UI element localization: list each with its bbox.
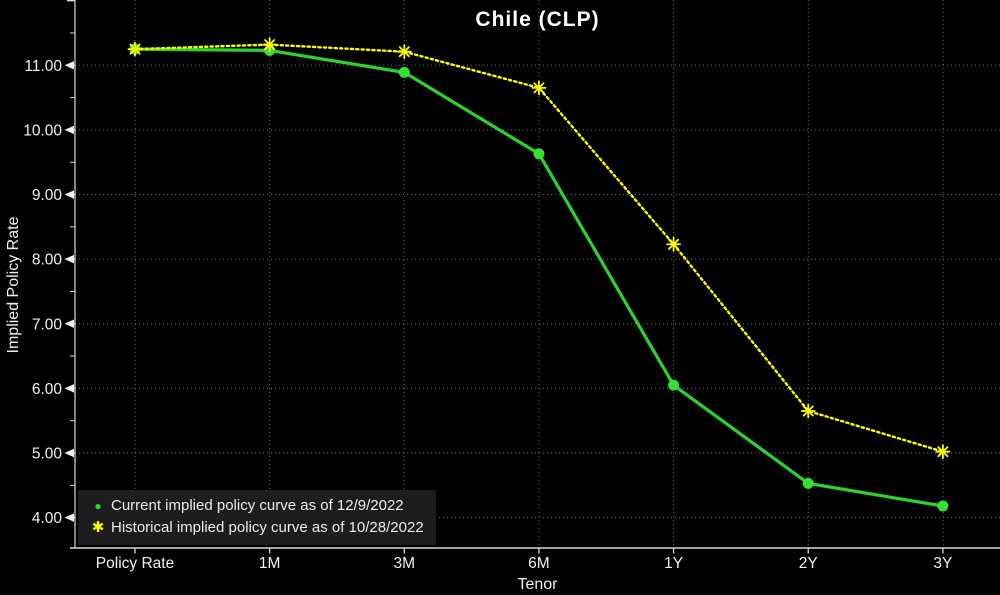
y-tick-label: 8.00 bbox=[32, 252, 63, 269]
data-point-current bbox=[668, 379, 680, 391]
legend-label-historical: Historical implied policy curve as of 10… bbox=[111, 519, 424, 536]
data-point-historical-center bbox=[671, 242, 676, 247]
data-point-current bbox=[398, 66, 410, 78]
green-dot-icon: ● bbox=[94, 499, 102, 513]
y-tick-arrow-icon bbox=[64, 61, 74, 70]
y-tick-arrow-icon bbox=[64, 448, 74, 458]
data-point-historical-center bbox=[806, 409, 811, 413]
y-tick-arrow-icon bbox=[64, 384, 74, 393]
chart-title: Chile (CLP) bbox=[475, 8, 600, 31]
data-point-historical-center bbox=[537, 86, 541, 90]
legend-item-historical: ✱ Historical implied policy curve as of … bbox=[88, 517, 424, 539]
x-category-label: 1Y bbox=[664, 555, 683, 572]
y-tick-label: 4.00 bbox=[32, 510, 63, 527]
y-tick-arrow-icon bbox=[64, 513, 74, 522]
x-axis-title: Tenor bbox=[517, 576, 558, 593]
x-category-label: 6M bbox=[528, 555, 550, 572]
y-tick-label: 6.00 bbox=[32, 381, 63, 398]
data-point-historical-center bbox=[267, 42, 272, 47]
y-tick-label: 10.00 bbox=[23, 122, 62, 139]
y-tick-label: 11.00 bbox=[24, 58, 62, 75]
x-category-label: 1M bbox=[259, 555, 281, 572]
data-point-current bbox=[533, 148, 545, 160]
x-category-label: 3Y bbox=[933, 555, 952, 572]
y-tick-arrow-icon bbox=[64, 254, 74, 264]
data-point-current bbox=[802, 477, 814, 489]
y-tick-label: 5.00 bbox=[32, 446, 63, 463]
data-point-historical-center bbox=[941, 449, 945, 454]
data-point-current bbox=[937, 500, 949, 512]
x-category-label: Policy Rate bbox=[96, 555, 174, 572]
data-point-historical-center bbox=[133, 47, 137, 51]
y-tick-arrow-icon bbox=[64, 319, 74, 328]
y-tick-arrow-icon bbox=[64, 190, 74, 199]
y-tick-arrow-icon bbox=[64, 125, 74, 135]
y-tick-label: 9.00 bbox=[32, 187, 63, 204]
data-point-historical-center bbox=[402, 49, 407, 54]
legend-item-current: ● Current implied policy curve as of 12/… bbox=[88, 495, 424, 517]
x-category-label: 2Y bbox=[799, 555, 818, 572]
series-line-current bbox=[133, 47, 945, 508]
legend-label-current: Current implied policy curve as of 12/9/… bbox=[111, 497, 404, 514]
legend: ● Current implied policy curve as of 12/… bbox=[78, 490, 436, 545]
x-category-label: 3M bbox=[394, 555, 416, 572]
y-tick-label: 7.00 bbox=[32, 316, 63, 333]
yellow-asterisk-icon: ✱ bbox=[91, 519, 105, 536]
y-axis-title: Implied Policy Rate bbox=[5, 216, 22, 354]
